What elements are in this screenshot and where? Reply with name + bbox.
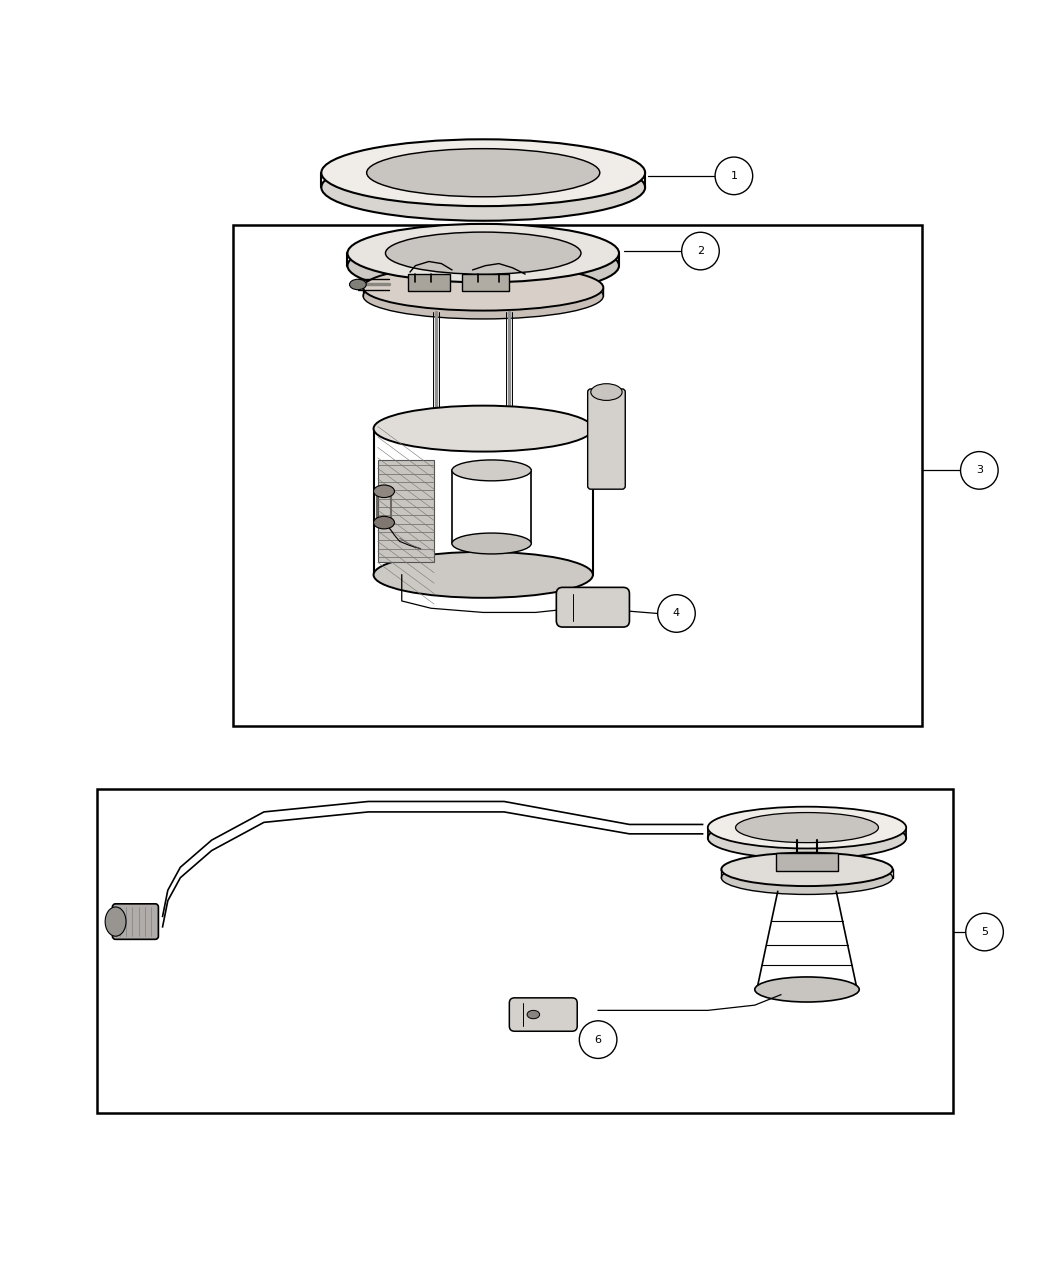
Ellipse shape: [755, 977, 859, 1002]
FancyBboxPatch shape: [408, 274, 449, 291]
Circle shape: [966, 913, 1004, 951]
Ellipse shape: [452, 533, 531, 553]
Text: 5: 5: [981, 927, 988, 937]
Ellipse shape: [527, 1010, 540, 1019]
Ellipse shape: [321, 154, 645, 221]
Ellipse shape: [363, 265, 604, 311]
Bar: [97, 789, 953, 1113]
Ellipse shape: [374, 484, 395, 497]
Text: 2: 2: [697, 246, 705, 256]
FancyBboxPatch shape: [112, 904, 159, 940]
Ellipse shape: [374, 552, 593, 598]
Ellipse shape: [374, 405, 593, 451]
Text: 1: 1: [731, 171, 737, 181]
FancyBboxPatch shape: [378, 460, 434, 562]
Circle shape: [580, 1021, 617, 1058]
Ellipse shape: [721, 853, 892, 886]
Text: 3: 3: [975, 465, 983, 476]
Ellipse shape: [350, 279, 366, 289]
Circle shape: [715, 157, 753, 195]
Ellipse shape: [348, 224, 620, 282]
Ellipse shape: [591, 384, 623, 400]
Ellipse shape: [452, 460, 531, 481]
Ellipse shape: [374, 516, 395, 529]
Ellipse shape: [385, 232, 581, 274]
FancyBboxPatch shape: [588, 389, 625, 490]
Ellipse shape: [708, 817, 906, 859]
Text: 6: 6: [594, 1034, 602, 1044]
Circle shape: [657, 594, 695, 632]
Ellipse shape: [736, 812, 879, 843]
Bar: [232, 224, 922, 727]
Text: 4: 4: [673, 608, 680, 618]
FancyBboxPatch shape: [556, 588, 629, 627]
FancyBboxPatch shape: [462, 274, 509, 291]
FancyBboxPatch shape: [374, 428, 593, 575]
Ellipse shape: [348, 236, 620, 295]
Circle shape: [961, 451, 999, 490]
Ellipse shape: [366, 149, 600, 196]
Ellipse shape: [708, 807, 906, 848]
Circle shape: [681, 232, 719, 270]
Ellipse shape: [721, 861, 892, 895]
FancyBboxPatch shape: [509, 998, 578, 1031]
Ellipse shape: [321, 139, 645, 207]
FancyBboxPatch shape: [776, 853, 838, 871]
Ellipse shape: [363, 273, 604, 319]
Ellipse shape: [105, 907, 126, 936]
